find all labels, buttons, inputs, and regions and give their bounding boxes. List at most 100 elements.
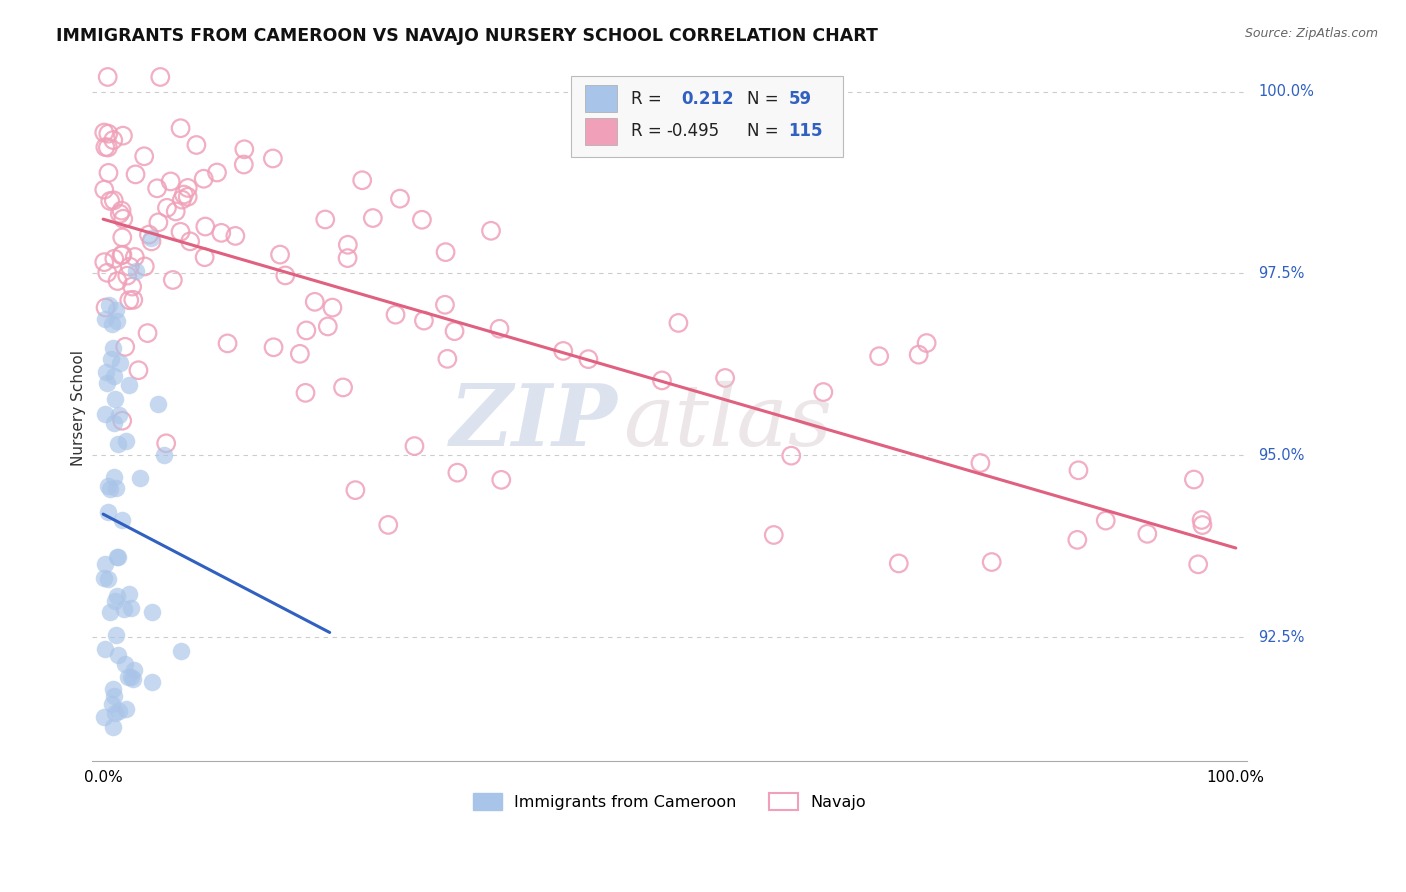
Point <box>98 605 121 619</box>
Point <box>110 248 132 262</box>
Text: 100.0%: 100.0% <box>1258 84 1315 99</box>
Point <box>107 549 129 564</box>
Bar <box>585 86 617 112</box>
Point <box>96 376 118 390</box>
Point <box>294 385 316 400</box>
Point <box>263 340 285 354</box>
Point <box>111 414 134 428</box>
Point <box>146 181 169 195</box>
Point <box>232 157 254 171</box>
Point <box>96 266 118 280</box>
Point <box>134 260 156 274</box>
Point <box>100 351 122 366</box>
Point <box>127 363 149 377</box>
Point <box>907 348 929 362</box>
Point <box>434 245 457 260</box>
Point <box>115 434 138 449</box>
Point <box>93 255 115 269</box>
Point <box>97 572 120 586</box>
Point <box>107 648 129 662</box>
Point <box>111 128 134 143</box>
Point <box>103 133 125 147</box>
Point <box>969 456 991 470</box>
Point <box>124 250 146 264</box>
Point <box>121 279 143 293</box>
Point <box>177 181 200 195</box>
Point <box>488 322 510 336</box>
Point <box>177 190 200 204</box>
Point <box>479 224 502 238</box>
Point <box>103 369 125 384</box>
Point <box>93 710 115 724</box>
Point <box>111 230 134 244</box>
Point <box>868 349 890 363</box>
Point <box>148 215 170 229</box>
Legend: Immigrants from Cameroon, Navajo: Immigrants from Cameroon, Navajo <box>467 787 872 816</box>
Point <box>193 171 215 186</box>
Text: ZIP: ZIP <box>450 380 617 464</box>
Point <box>274 268 297 283</box>
Point <box>915 336 938 351</box>
Text: IMMIGRANTS FROM CAMEROON VS NAVAJO NURSERY SCHOOL CORRELATION CHART: IMMIGRANTS FROM CAMEROON VS NAVAJO NURSE… <box>56 27 879 45</box>
Point <box>433 298 456 312</box>
Point <box>104 706 127 721</box>
Point <box>103 194 125 208</box>
Point <box>668 316 690 330</box>
Point <box>762 528 785 542</box>
Point <box>1191 513 1213 527</box>
Point <box>384 308 406 322</box>
Point <box>103 689 125 703</box>
Point <box>93 126 115 140</box>
Point <box>887 557 910 571</box>
Point <box>153 448 176 462</box>
Point <box>141 674 163 689</box>
Point <box>110 356 132 370</box>
Point <box>304 294 326 309</box>
Point <box>576 352 599 367</box>
Point <box>93 557 115 571</box>
Point <box>141 230 163 244</box>
Point <box>388 192 411 206</box>
Point <box>125 264 148 278</box>
Point <box>97 166 120 180</box>
Point <box>107 274 129 288</box>
Point <box>114 340 136 354</box>
Point <box>108 408 131 422</box>
Point <box>94 311 117 326</box>
Text: 59: 59 <box>789 90 811 108</box>
Point <box>141 605 163 619</box>
Text: atlas: atlas <box>623 381 832 463</box>
Point <box>118 377 141 392</box>
Point <box>97 70 120 84</box>
Point <box>103 416 125 430</box>
Point <box>205 165 228 179</box>
Point <box>118 293 141 308</box>
Point <box>1182 473 1205 487</box>
Point <box>94 365 117 379</box>
Point <box>169 225 191 239</box>
Point <box>134 149 156 163</box>
Point <box>138 227 160 242</box>
Point <box>194 219 217 234</box>
Point <box>146 397 169 411</box>
Text: 0.212: 0.212 <box>681 90 734 108</box>
Point <box>361 211 384 225</box>
Point <box>101 697 124 711</box>
Text: Source: ZipAtlas.com: Source: ZipAtlas.com <box>1244 27 1378 40</box>
Point <box>316 319 339 334</box>
Point <box>122 672 145 686</box>
Text: 115: 115 <box>789 122 823 140</box>
Point <box>141 235 163 249</box>
Point <box>114 701 136 715</box>
Point <box>136 326 159 340</box>
Point <box>103 252 125 266</box>
Point <box>107 437 129 451</box>
Text: 92.5%: 92.5% <box>1258 630 1305 645</box>
Point <box>344 483 367 497</box>
Text: R =: R = <box>631 90 662 108</box>
Point <box>98 298 121 312</box>
Point <box>111 513 134 527</box>
Point <box>101 681 124 696</box>
Text: 97.5%: 97.5% <box>1258 266 1305 281</box>
Y-axis label: Nursery School: Nursery School <box>72 350 86 466</box>
